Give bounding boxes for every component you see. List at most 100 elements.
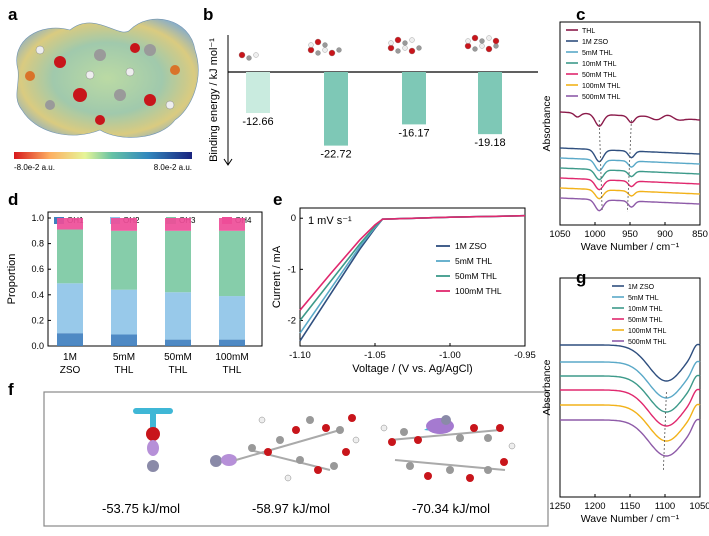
- d-ytick-label: 1.0: [31, 213, 44, 223]
- d-ytick-label: 0.2: [31, 315, 44, 325]
- b-atom: [307, 46, 315, 54]
- c-xtick-label: 1050: [549, 229, 570, 240]
- g-legend-label: 500mM THL: [628, 339, 666, 346]
- e-series-line: [299, 214, 526, 311]
- g-series-line: [560, 360, 701, 399]
- d-xtick-label-line2: ZSO: [60, 365, 81, 376]
- e-legend-label: 50mM THL: [455, 271, 497, 281]
- b-atom: [388, 40, 394, 46]
- d-xtick-label-line1: 100mM: [215, 352, 248, 363]
- c-legend-label: 5mM THL: [582, 50, 613, 57]
- b-atom: [387, 44, 395, 52]
- b-molecule-icon: [387, 36, 422, 55]
- b-bar: [402, 72, 426, 125]
- d-stack-segment: [165, 218, 191, 231]
- b-atom: [479, 43, 485, 49]
- d-ylabel: Proportion: [6, 254, 18, 305]
- b-molecule-icon: [307, 38, 342, 57]
- d-stack-segment: [111, 230, 137, 290]
- e-xtick-label: -1.05: [364, 350, 386, 361]
- c-legend-label: 50mM THL: [582, 72, 617, 79]
- e-legend-label: 1M ZSO: [455, 241, 487, 251]
- b-atom: [322, 42, 328, 48]
- b-atom: [253, 52, 259, 58]
- panel-e-lsv-chart: -1.10 -1.05 -1.00 -0.95 0 -1 -2 Voltage / (V vs…: [271, 207, 536, 375]
- b-y-axis-arrow: [223, 158, 233, 166]
- c-series-line: [559, 111, 701, 127]
- e-xtick-label: -0.95: [514, 350, 536, 361]
- c-series-line: [559, 157, 701, 172]
- b-ylabel: Binding energy / kJ mol⁻¹: [208, 38, 220, 162]
- b-atom: [479, 38, 485, 44]
- d-stack-segment: [57, 283, 83, 334]
- g-xtick-label: 1200: [584, 501, 605, 512]
- d-stack-segment: [57, 333, 83, 346]
- d-stack-segment: [111, 218, 137, 231]
- panel-f-structure-3: [380, 415, 516, 482]
- b-atom: [402, 40, 408, 46]
- b-atom: [336, 47, 342, 53]
- panel-b-binding-energy-chart: Binding energy / kJ mol⁻¹ -12.66 -22.72 -16…: [208, 34, 538, 166]
- d-stack-segment: [57, 229, 83, 284]
- g-legend-label: 1M ZSO: [628, 284, 655, 291]
- b-atom: [409, 37, 415, 43]
- d-xtick-label-line2: THL: [223, 365, 242, 376]
- d-stack-segment: [219, 230, 245, 297]
- g-xtick-label: 1250: [549, 501, 570, 512]
- d-xtick-label-line2: THL: [169, 365, 188, 376]
- g-series-line: [560, 403, 701, 442]
- e-ytick-label: -1: [288, 264, 296, 275]
- binding-energy-label-2: -58.97 kJ/mol: [252, 501, 330, 516]
- b-atom: [395, 48, 401, 54]
- d-stack-segment: [165, 339, 191, 346]
- b-atom: [328, 49, 336, 57]
- d-xtick-label-line1: 1M: [63, 352, 77, 363]
- panel-label-d: d: [8, 190, 18, 209]
- b-atom: [485, 45, 493, 53]
- d-xtick-label-line2: THL: [115, 365, 134, 376]
- colorbar-min-label: -8.0e-2 a.u.: [14, 163, 55, 172]
- d-ytick-label: 0.4: [31, 290, 44, 300]
- c-legend-label: 100mM THL: [582, 83, 620, 90]
- c-ylabel: Absorbance: [541, 95, 553, 151]
- b-bar: [478, 72, 502, 135]
- d-xtick-label-line1: 5mM: [113, 352, 135, 363]
- g-xtick-label: 1050: [689, 501, 709, 512]
- e-plot-frame: [299, 207, 526, 347]
- b-atom: [238, 51, 246, 59]
- b-atom: [471, 34, 479, 42]
- g-xtick-label: 1100: [655, 501, 675, 512]
- e-annotation: 1 mV s⁻¹: [308, 215, 352, 227]
- g-legend-label: 50mM THL: [628, 317, 663, 324]
- d-xtick-label-line1: 50mM: [164, 352, 192, 363]
- d-stack-segment: [219, 218, 245, 231]
- e-ylabel: Current / mA: [271, 245, 283, 308]
- b-atom: [246, 55, 252, 61]
- c-xlabel: Wave Number / cm⁻¹: [581, 241, 680, 253]
- b-molecule-icon: [238, 51, 259, 61]
- e-legend-label: 100mM THL: [455, 286, 502, 296]
- b-atom: [314, 38, 322, 46]
- panel-label-a: a: [8, 5, 18, 24]
- b-atom: [416, 45, 422, 51]
- panel-d-proportion-chart: 0.00.20.40.60.81.0ProportionOH1OH2OH3OH4…: [6, 211, 263, 376]
- e-series-line: [299, 214, 526, 321]
- g-ylabel: Absorbance: [541, 359, 553, 415]
- panel-f-frame: [43, 391, 549, 527]
- b-atom: [464, 42, 472, 50]
- e-xlabel: Voltage / (V vs. Ag/AgCl): [352, 363, 472, 375]
- g-series-line: [560, 388, 701, 427]
- b-atom: [492, 37, 500, 45]
- colorbar-max-label: 8.0e-2 a.u.: [154, 163, 192, 172]
- d-stack-segment: [219, 339, 245, 346]
- d-ytick-label: 0.0: [31, 341, 44, 351]
- b-atom: [486, 35, 492, 41]
- b-value-label: -12.66: [242, 116, 273, 128]
- d-ytick-label: 0.6: [31, 264, 44, 274]
- e-xtick-label: -1.00: [439, 350, 461, 361]
- panel-c-ftir-chart: 1050 1000 950 900 850 Wave Number / cm⁻¹ Absor…: [541, 21, 708, 253]
- panel-g-ftir-chart: 1250 1200 1150 1100 1050 Wave Number / cm⁻¹ Ab…: [541, 277, 709, 525]
- b-bar: [324, 72, 348, 146]
- c-legend-label: 10mM THL: [582, 61, 617, 68]
- g-series-line: [560, 374, 701, 413]
